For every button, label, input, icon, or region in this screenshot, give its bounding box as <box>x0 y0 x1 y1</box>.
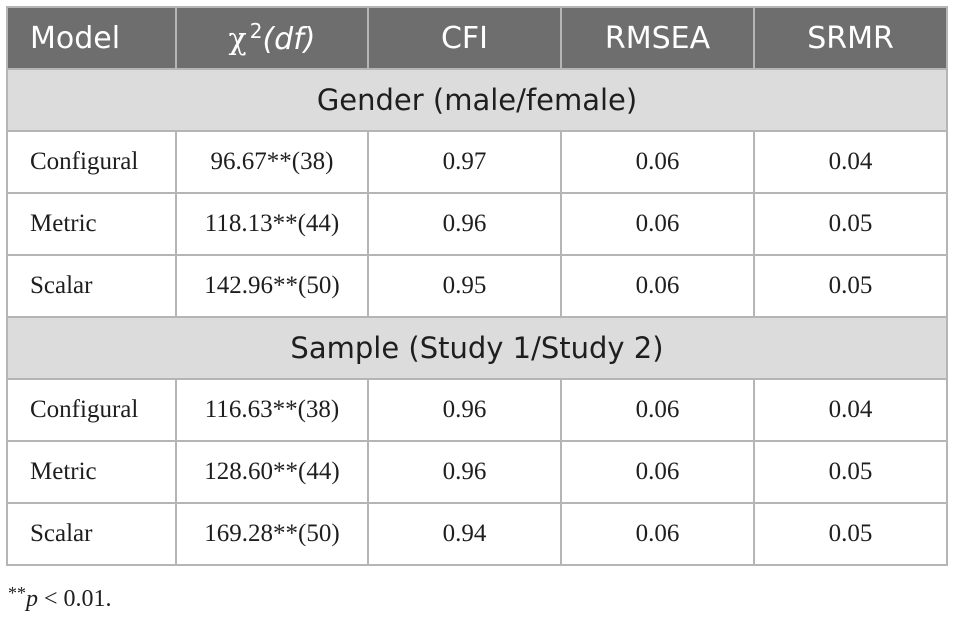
cell-srmr: 0.04 <box>753 130 948 194</box>
group-title: Gender (male/female) <box>6 68 948 132</box>
cell-rmsea: 0.06 <box>560 440 755 504</box>
cell-cfi: 0.95 <box>367 254 562 318</box>
cell-cfi: 0.97 <box>367 130 562 194</box>
cell-model: Metric <box>6 192 177 256</box>
cell-chi-square: 96.67**(38) <box>175 130 369 194</box>
table-row: Metric 118.13**(44) 0.96 0.06 0.05 <box>6 192 948 256</box>
cell-rmsea: 0.06 <box>560 130 755 194</box>
table-body: Gender (male/female) Configural 96.67**(… <box>6 68 948 566</box>
table-header: Model χ 2(df) CFI RMSEA SRMR <box>6 6 948 70</box>
table-row: Configural 96.67**(38) 0.97 0.06 0.04 <box>6 130 948 194</box>
cell-model: Configural <box>6 130 177 194</box>
table-row: Metric 128.60**(44) 0.96 0.06 0.05 <box>6 440 948 504</box>
header-model: Model <box>6 6 177 70</box>
cell-srmr: 0.04 <box>753 378 948 442</box>
cell-rmsea: 0.06 <box>560 378 755 442</box>
cell-rmsea: 0.06 <box>560 502 755 566</box>
cell-rmsea: 0.06 <box>560 254 755 318</box>
fit-indices-table: Model χ 2(df) CFI RMSEA SRMR Gender (male… <box>6 6 948 566</box>
table-footnote: **p < 0.01. <box>8 583 112 613</box>
cell-chi-square: 118.13**(44) <box>175 192 369 256</box>
chi-superscript: 2 <box>249 19 263 43</box>
cell-srmr: 0.05 <box>753 502 948 566</box>
header-cfi: CFI <box>367 6 562 70</box>
cell-model: Scalar <box>6 254 177 318</box>
cell-cfi: 0.96 <box>367 378 562 442</box>
chi-symbol: χ <box>228 22 247 57</box>
footnote-text: < 0.01. <box>38 586 112 612</box>
group-row-sample: Sample (Study 1/Study 2) <box>6 316 948 380</box>
footnote-p: p <box>26 586 38 612</box>
header-row: Model χ 2(df) CFI RMSEA SRMR <box>6 6 948 70</box>
table-row: Configural 116.63**(38) 0.96 0.06 0.04 <box>6 378 948 442</box>
group-row-gender: Gender (male/female) <box>6 68 948 132</box>
header-rmsea: RMSEA <box>560 6 755 70</box>
cell-srmr: 0.05 <box>753 254 948 318</box>
cell-chi-square: 128.60**(44) <box>175 440 369 504</box>
header-srmr: SRMR <box>753 6 948 70</box>
cell-cfi: 0.96 <box>367 192 562 256</box>
cell-cfi: 0.96 <box>367 440 562 504</box>
cell-rmsea: 0.06 <box>560 192 755 256</box>
cell-model: Metric <box>6 440 177 504</box>
cell-model: Configural <box>6 378 177 442</box>
cell-cfi: 0.94 <box>367 502 562 566</box>
cell-model: Scalar <box>6 502 177 566</box>
table-row: Scalar 142.96**(50) 0.95 0.06 0.05 <box>6 254 948 318</box>
cell-chi-square: 142.96**(50) <box>175 254 369 318</box>
cell-srmr: 0.05 <box>753 192 948 256</box>
cell-chi-square: 169.28**(50) <box>175 502 369 566</box>
footnote-stars: ** <box>8 583 26 603</box>
header-chi-square: χ 2(df) <box>175 6 369 70</box>
chi-df-label: (df) <box>262 22 316 57</box>
cell-srmr: 0.05 <box>753 440 948 504</box>
cell-chi-square: 116.63**(38) <box>175 378 369 442</box>
group-title: Sample (Study 1/Study 2) <box>6 316 948 380</box>
table-row: Scalar 169.28**(50) 0.94 0.06 0.05 <box>6 502 948 566</box>
